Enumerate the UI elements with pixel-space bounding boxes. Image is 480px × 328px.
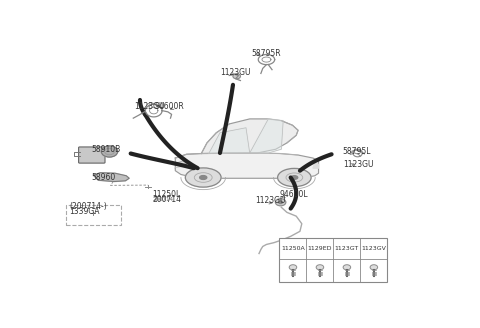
Text: 1123GT: 1123GT xyxy=(335,246,359,251)
Text: 58795L: 58795L xyxy=(343,147,371,156)
Polygon shape xyxy=(202,119,298,154)
Text: 1123GU: 1123GU xyxy=(343,160,373,169)
Circle shape xyxy=(316,265,324,270)
Circle shape xyxy=(370,265,378,270)
Circle shape xyxy=(279,201,282,203)
Text: 58960: 58960 xyxy=(92,173,116,181)
Text: 11250A: 11250A xyxy=(281,246,305,251)
Text: 1123GV: 1123GV xyxy=(361,246,386,251)
Text: 11250L: 11250L xyxy=(152,190,180,199)
Text: 200714: 200714 xyxy=(152,195,181,204)
Bar xyxy=(279,237,387,282)
Ellipse shape xyxy=(101,146,118,157)
Polygon shape xyxy=(176,161,187,166)
Text: 200714: 200714 xyxy=(152,197,173,202)
FancyBboxPatch shape xyxy=(79,147,105,163)
Ellipse shape xyxy=(291,176,298,179)
Polygon shape xyxy=(94,173,129,182)
Polygon shape xyxy=(313,163,319,168)
Ellipse shape xyxy=(200,175,207,179)
Text: 58795R: 58795R xyxy=(252,49,281,58)
Text: 94600R: 94600R xyxy=(155,102,185,111)
Text: 58910B: 58910B xyxy=(92,145,121,154)
Polygon shape xyxy=(209,128,250,154)
Ellipse shape xyxy=(277,168,311,187)
Text: 1123GU: 1123GU xyxy=(134,102,165,111)
Text: 1123GU: 1123GU xyxy=(255,196,286,206)
Circle shape xyxy=(276,199,286,206)
Text: 1129ED: 1129ED xyxy=(308,246,332,251)
Circle shape xyxy=(233,74,240,79)
Text: (200714-): (200714-) xyxy=(69,201,107,211)
Circle shape xyxy=(289,265,297,270)
Text: 1339GA: 1339GA xyxy=(69,207,100,216)
Text: 1123GU: 1123GU xyxy=(220,68,251,77)
Ellipse shape xyxy=(185,168,221,187)
Text: 94600L: 94600L xyxy=(279,190,308,199)
Circle shape xyxy=(343,265,350,270)
Polygon shape xyxy=(250,119,283,153)
Polygon shape xyxy=(175,153,319,178)
